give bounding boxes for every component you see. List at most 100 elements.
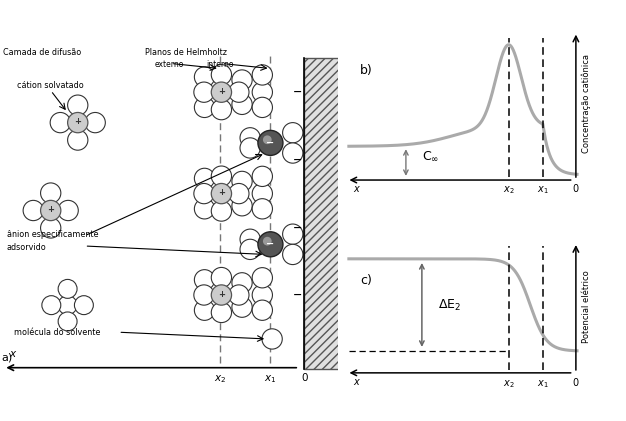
Circle shape — [262, 329, 282, 349]
Circle shape — [212, 285, 232, 305]
Text: $x_2$: $x_2$ — [503, 184, 515, 196]
Text: Potencial elétrico: Potencial elétrico — [582, 270, 591, 343]
Circle shape — [240, 229, 260, 249]
Circle shape — [68, 95, 88, 115]
Text: x: x — [353, 184, 359, 194]
Text: Concentração catiônica: Concentração catiônica — [582, 54, 591, 153]
Text: +: + — [218, 189, 225, 197]
Circle shape — [232, 196, 252, 216]
Circle shape — [212, 166, 232, 187]
Circle shape — [252, 285, 272, 305]
Text: b): b) — [361, 64, 373, 77]
Text: 0: 0 — [573, 378, 579, 388]
Circle shape — [194, 82, 214, 102]
Circle shape — [50, 112, 71, 133]
Circle shape — [252, 268, 272, 288]
Text: $x_1$: $x_1$ — [537, 184, 548, 196]
Text: c): c) — [361, 274, 372, 287]
Circle shape — [232, 70, 252, 90]
Circle shape — [232, 273, 252, 293]
Circle shape — [228, 184, 249, 204]
Circle shape — [194, 300, 215, 320]
Circle shape — [212, 99, 232, 120]
Circle shape — [263, 237, 272, 245]
Text: $x_1$: $x_1$ — [264, 373, 277, 384]
Circle shape — [252, 166, 272, 187]
Text: −: − — [293, 222, 302, 232]
Text: +: + — [47, 205, 54, 214]
Text: molécula do solvente: molécula do solvente — [14, 328, 100, 337]
Circle shape — [232, 171, 252, 192]
Circle shape — [58, 200, 78, 221]
Circle shape — [232, 297, 252, 317]
Circle shape — [212, 184, 232, 204]
Text: −: − — [293, 155, 302, 165]
Circle shape — [228, 82, 249, 102]
Circle shape — [194, 184, 214, 204]
Circle shape — [258, 131, 283, 155]
Circle shape — [194, 67, 215, 87]
Circle shape — [41, 218, 61, 238]
Circle shape — [212, 82, 232, 102]
Text: $\Delta$E$_2$: $\Delta$E$_2$ — [438, 297, 461, 312]
Text: −: − — [293, 290, 302, 300]
Circle shape — [68, 130, 88, 150]
Text: a): a) — [2, 353, 13, 362]
Circle shape — [194, 199, 215, 219]
Text: externo: externo — [155, 60, 183, 69]
Circle shape — [41, 200, 61, 221]
Circle shape — [263, 136, 272, 144]
Text: C$_\infty$: C$_\infty$ — [422, 150, 439, 163]
Circle shape — [252, 97, 272, 117]
Circle shape — [252, 82, 272, 102]
Text: 0: 0 — [301, 373, 307, 383]
Circle shape — [282, 224, 303, 244]
Text: +: + — [218, 290, 225, 299]
Circle shape — [23, 200, 43, 221]
Text: x: x — [9, 349, 15, 359]
Circle shape — [212, 267, 232, 288]
Circle shape — [194, 285, 214, 305]
Circle shape — [74, 296, 93, 314]
Circle shape — [212, 201, 232, 221]
Text: adsorvido: adsorvido — [7, 243, 46, 252]
Text: Camada de difusão: Camada de difusão — [3, 48, 81, 57]
Text: interno: interno — [206, 60, 233, 69]
Circle shape — [58, 280, 77, 298]
Text: +: + — [74, 117, 81, 126]
Circle shape — [252, 184, 272, 204]
Circle shape — [42, 296, 61, 314]
Circle shape — [282, 244, 303, 264]
Text: $x_2$: $x_2$ — [503, 378, 515, 390]
Circle shape — [58, 296, 77, 314]
Circle shape — [194, 97, 215, 117]
Circle shape — [68, 112, 88, 133]
Circle shape — [85, 112, 105, 133]
Text: Planos de Helmholtz: Planos de Helmholtz — [145, 48, 227, 57]
Circle shape — [41, 183, 61, 203]
Circle shape — [252, 65, 272, 85]
Circle shape — [240, 138, 260, 158]
Circle shape — [212, 302, 232, 322]
Circle shape — [240, 239, 260, 259]
Text: −: − — [267, 138, 274, 148]
Text: ânion especificamente: ânion especificamente — [7, 230, 98, 239]
Circle shape — [232, 94, 252, 115]
Text: $x_2$: $x_2$ — [213, 373, 226, 384]
Text: $x_1$: $x_1$ — [537, 378, 548, 390]
Circle shape — [194, 270, 215, 290]
Circle shape — [282, 143, 303, 163]
Circle shape — [228, 285, 249, 305]
Circle shape — [212, 64, 232, 85]
Text: x: x — [353, 377, 359, 387]
Text: −: − — [267, 239, 274, 249]
Text: +: + — [218, 87, 225, 96]
Text: cátion solvatado: cátion solvatado — [17, 81, 84, 90]
Text: −: − — [293, 87, 302, 97]
Circle shape — [240, 128, 260, 148]
Circle shape — [258, 232, 283, 257]
Bar — [304, 59, 345, 369]
Circle shape — [282, 123, 303, 143]
Text: 0: 0 — [573, 184, 579, 194]
Circle shape — [58, 312, 77, 331]
